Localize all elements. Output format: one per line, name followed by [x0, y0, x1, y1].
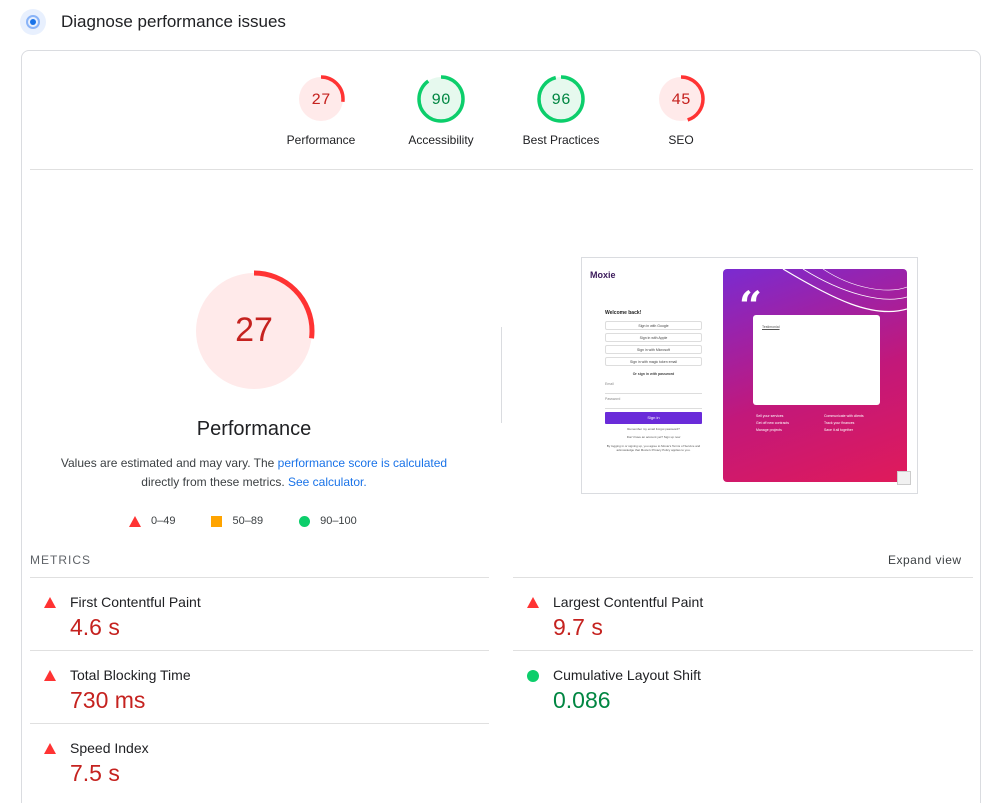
fail-triangle-icon	[44, 670, 56, 681]
password-field: Password	[605, 397, 702, 409]
metric-name: First Contentful Paint	[70, 594, 201, 610]
circle-icon	[299, 515, 311, 527]
gauge-score: 45	[671, 91, 690, 109]
gauge-label: Best Practices	[522, 133, 600, 147]
gauge-performance[interactable]: 27 Performance	[266, 73, 376, 147]
gauge-score: 27	[311, 91, 330, 109]
gauge-accessibility[interactable]: 90 Accessibility	[386, 73, 496, 147]
lighthouse-icon	[20, 9, 46, 35]
magic-token-button: Sign in with magic token email	[605, 357, 702, 366]
metrics-heading: METRICS	[30, 553, 91, 567]
metric-total-blocking-time: Total Blocking Time 730 ms	[30, 651, 470, 723]
metric-largest-contentful-paint: Largest Contentful Paint 9.7 s	[513, 578, 953, 650]
microsoft-signin-button: Sign in with Microsoft	[605, 345, 702, 354]
pass-circle-icon	[527, 670, 539, 682]
expand-view-button[interactable]: Expand view	[888, 553, 962, 567]
feature-item: Manage projects	[756, 428, 782, 432]
legend-range: 50–89	[232, 515, 264, 527]
metric-value: 7.5 s	[70, 760, 120, 786]
desc-text: Values are estimated and may vary. The	[60, 456, 278, 470]
square-icon	[211, 515, 223, 527]
metric-name: Largest Contentful Paint	[553, 594, 704, 610]
metric-divider	[30, 650, 489, 651]
gauge-score: 90	[431, 91, 450, 109]
legend-item-pass: 90–100	[299, 515, 357, 527]
fail-triangle-icon	[527, 597, 539, 608]
hero-panel: “ Testimonial Sell your services Get off…	[723, 269, 907, 482]
feature-item: Get off new contracts	[756, 421, 790, 425]
legend-item-average: 50–89	[211, 515, 263, 527]
metric-value: 4.6 s	[70, 614, 120, 640]
metric-value: 9.7 s	[553, 614, 603, 640]
performance-main-gauge: 27	[193, 270, 315, 392]
desc-text: directly from these metrics.	[141, 475, 288, 489]
category-gauges: 27 Performance 90 Accessibility 96 Best …	[22, 73, 982, 153]
vertical-divider	[501, 327, 502, 423]
moxie-logo: Moxie	[590, 270, 616, 280]
score-calculated-link[interactable]: performance score is calculated	[277, 456, 448, 470]
main-category-label: Performance	[196, 418, 312, 440]
page-screenshot[interactable]: Moxie Welcome back! Sign in with Google …	[581, 257, 918, 494]
metric-speed-index: Speed Index 7.5 s	[30, 724, 470, 796]
remember-row: Remember my email Forgot password?	[627, 427, 680, 431]
email-field: Email	[605, 382, 702, 394]
metric-name: Total Blocking Time	[70, 667, 191, 683]
legend-range: 90–100	[320, 515, 357, 527]
fail-triangle-icon	[44, 743, 56, 754]
main-score: 27	[235, 311, 273, 349]
legend-range: 0–49	[151, 515, 176, 527]
gauge-label: Performance	[286, 133, 356, 147]
gauge-label: Accessibility	[408, 133, 474, 147]
section-title: Diagnose performance issues	[61, 12, 286, 31]
metric-name: Cumulative Layout Shift	[553, 667, 701, 683]
hero-swoosh	[782, 269, 907, 313]
metric-divider	[30, 723, 489, 724]
metric-divider	[30, 577, 489, 578]
metric-cumulative-layout-shift: Cumulative Layout Shift 0.086	[513, 651, 953, 723]
feature-item: Track your finances	[824, 421, 855, 425]
gauge-label: SEO	[668, 133, 694, 147]
google-signin-button: Sign in with Google	[605, 321, 702, 330]
legend-item-fail: 0–49	[129, 515, 175, 527]
no-account-text: Don't have an account yet? Sign up now	[626, 435, 681, 439]
score-legend: 0–49 50–89 90–100	[129, 514, 393, 528]
score-description: Values are estimated and may vary. The p…	[52, 454, 456, 492]
gauges-divider	[30, 169, 973, 170]
recaptcha-icon	[897, 471, 911, 485]
terms-text: By logging in or signing up, you agree t…	[606, 444, 701, 452]
metric-value: 730 ms	[70, 687, 146, 713]
metric-first-contentful-paint: First Contentful Paint 4.6 s	[30, 578, 470, 650]
feature-item: Communicate with clients	[824, 414, 864, 418]
feature-item: Sell your services	[756, 414, 784, 418]
apple-signin-button: Sign in with Apple	[605, 333, 702, 342]
feature-item: Save it all together	[824, 428, 853, 432]
gauge-ring: 45	[657, 75, 705, 123]
triangle-icon	[129, 515, 141, 527]
metric-value: 0.086	[553, 687, 611, 713]
gauge-ring: 96	[537, 75, 585, 123]
signin-button: Sign in	[605, 412, 702, 424]
gauge-best-practices[interactable]: 96 Best Practices	[506, 73, 616, 147]
or-line: Or sign in with password	[632, 372, 675, 376]
gauge-seo[interactable]: 45 SEO	[626, 73, 736, 147]
gauge-score: 96	[551, 91, 570, 109]
welcome-text: Welcome back!	[605, 310, 642, 316]
testimonial-box: Testimonial	[753, 315, 880, 405]
gauge-ring: 90	[417, 75, 465, 123]
see-calculator-link[interactable]: See calculator.	[287, 475, 367, 489]
metric-divider	[513, 650, 973, 651]
section-header: Diagnose performance issues	[20, 8, 286, 36]
report-card: 27 Performance 90 Accessibility 96 Best …	[21, 50, 981, 803]
testimonial-link: Testimonial	[762, 325, 780, 329]
metric-divider	[513, 577, 973, 578]
fail-triangle-icon	[44, 597, 56, 608]
metric-name: Speed Index	[70, 740, 149, 756]
gauge-ring: 27	[297, 75, 345, 123]
